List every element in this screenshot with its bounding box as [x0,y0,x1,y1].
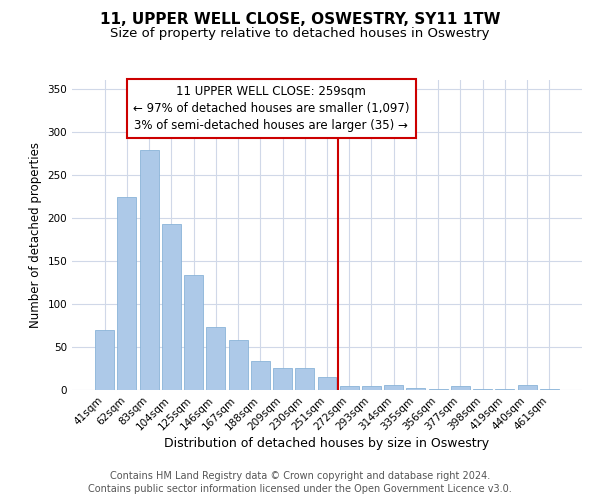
Bar [206,327,225,390]
Bar [406,388,425,390]
Bar [229,340,248,390]
Bar [362,386,381,390]
Bar [162,224,181,390]
Bar [518,385,536,390]
Bar [140,150,158,390]
Text: Contains HM Land Registry data © Crown copyright and database right 2024.: Contains HM Land Registry data © Crown c… [110,471,490,481]
Text: 11 UPPER WELL CLOSE: 259sqm
← 97% of detached houses are smaller (1,097)
3% of s: 11 UPPER WELL CLOSE: 259sqm ← 97% of det… [133,85,410,132]
Text: 11, UPPER WELL CLOSE, OSWESTRY, SY11 1TW: 11, UPPER WELL CLOSE, OSWESTRY, SY11 1TW [100,12,500,28]
X-axis label: Distribution of detached houses by size in Oswestry: Distribution of detached houses by size … [164,438,490,450]
Bar [429,389,448,390]
Bar [295,368,314,390]
Text: Contains public sector information licensed under the Open Government Licence v3: Contains public sector information licen… [88,484,512,494]
Bar [118,197,136,390]
Bar [451,386,470,390]
Bar [95,330,114,390]
Y-axis label: Number of detached properties: Number of detached properties [29,142,42,328]
Bar [496,389,514,390]
Bar [473,389,492,390]
Bar [384,385,403,390]
Bar [184,274,203,390]
Bar [540,389,559,390]
Bar [251,360,270,390]
Bar [273,368,292,390]
Bar [317,377,337,390]
Bar [340,386,359,390]
Text: Size of property relative to detached houses in Oswestry: Size of property relative to detached ho… [110,28,490,40]
